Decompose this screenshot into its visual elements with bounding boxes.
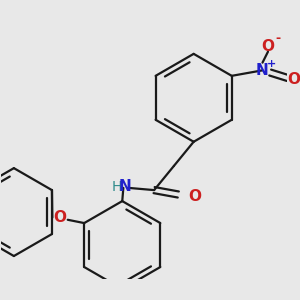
Text: N: N: [256, 63, 269, 78]
Text: -: -: [275, 32, 281, 45]
Text: O: O: [188, 189, 201, 204]
Text: O: O: [287, 72, 300, 87]
Text: O: O: [53, 210, 67, 225]
Text: +: +: [267, 59, 276, 69]
Text: N: N: [118, 179, 131, 194]
Text: H: H: [112, 180, 122, 194]
Text: O: O: [262, 39, 275, 54]
